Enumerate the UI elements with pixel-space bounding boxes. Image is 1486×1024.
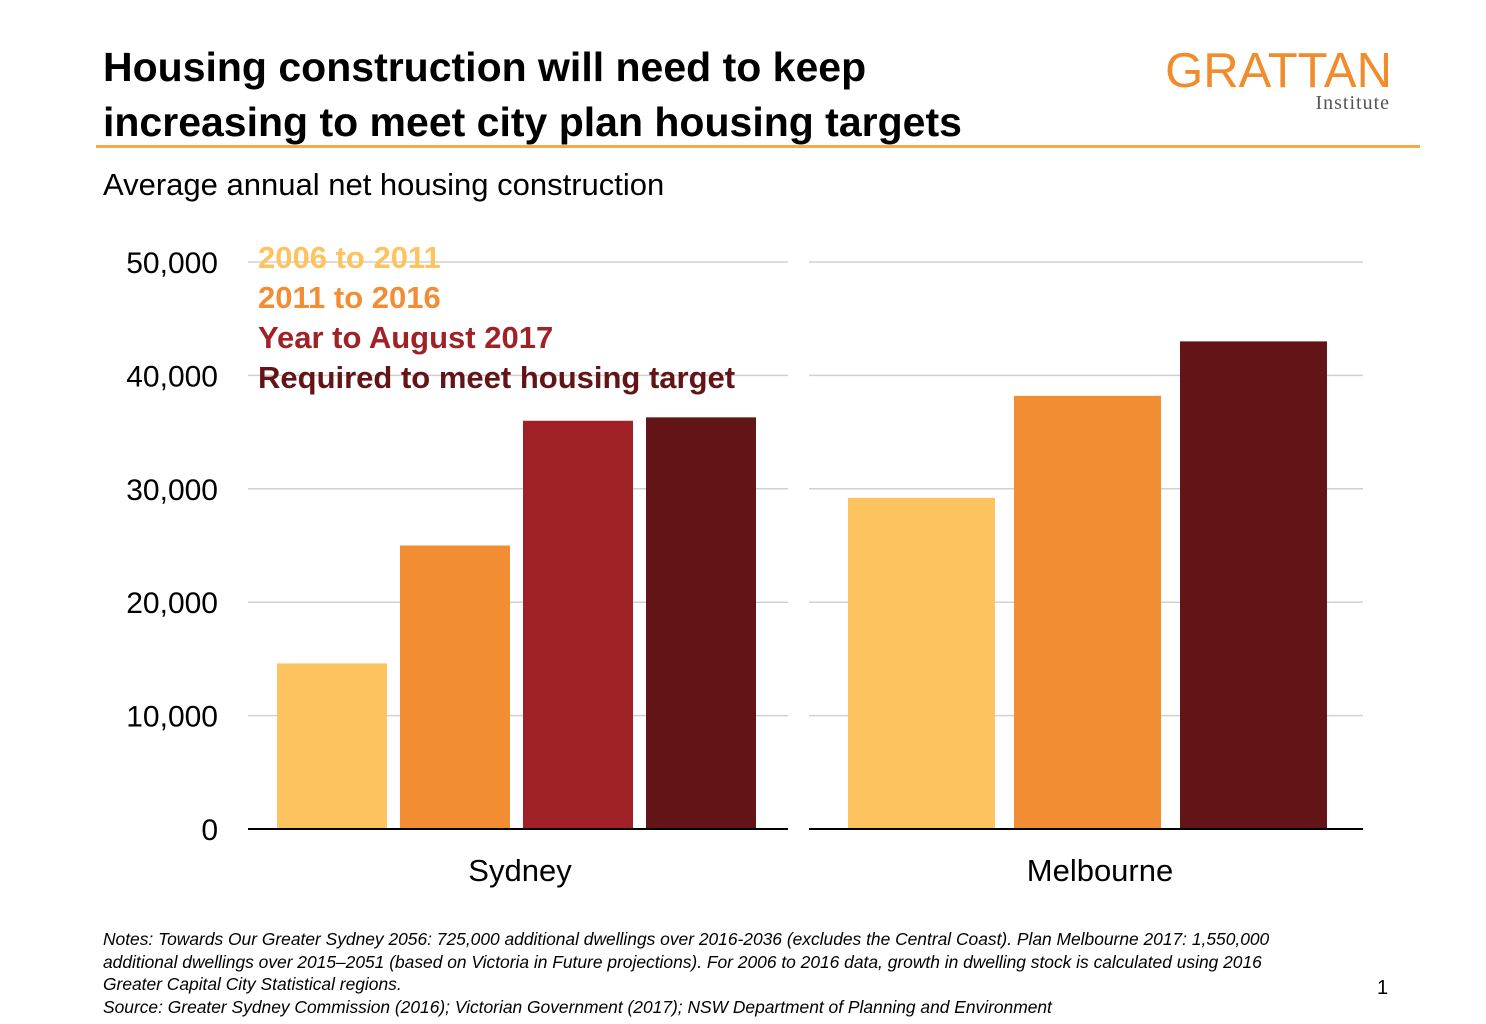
y-axis: 0 10,000 20,000 30,000 40,000 50,000 [126,247,218,847]
bar [277,663,387,829]
chart-title-line-1: Housing construction will need to keep [103,44,867,90]
x-tick-label: Sydney [468,853,572,888]
notes-text: Notes: Towards Our Greater Sydney 2056: … [103,929,1270,994]
chart-title: Housing construction will need to keep i… [103,40,1113,150]
logo-wordmark: GRATTAN [1165,44,1392,98]
legend-entry: Required to meet housing target [258,360,735,395]
chart-subtitle: Average annual net housing construction [103,167,665,202]
y-tick-label: 10,000 [126,701,218,734]
chart-title-line-2: increasing to meet city plan housing tar… [103,99,962,145]
bar [523,420,633,829]
legend-entry: 2006 to 2011 [258,240,441,275]
bars [277,341,1327,829]
x-tick-label: Melbourne [1027,853,1173,888]
bar [1014,395,1161,829]
legend-entry: Year to August 2017 [258,320,553,355]
bar [646,417,756,829]
y-tick-label: 40,000 [126,360,218,393]
grattan-logo: GRATTAN Institute [1152,44,1392,116]
y-tick-label: 0 [201,814,218,847]
bar [848,497,995,829]
notes-block: Notes: Towards Our Greater Sydney 2056: … [103,928,1323,1018]
logo-subtitle: Institute [1315,92,1390,114]
page-number: 1 [1377,977,1389,999]
x-axis: Sydney Melbourne [248,828,1363,888]
bar [400,545,510,829]
title-divider [96,145,1420,148]
bar [1180,341,1327,829]
y-tick-label: 30,000 [126,474,218,507]
legend: 2006 to 2011 2011 to 2016 Year to August 2… [258,240,735,395]
source-text: Source: Greater Sydney Commission (2016)… [103,996,1052,1017]
y-tick-label: 20,000 [126,587,218,620]
legend-entry: 2011 to 2016 [258,280,441,315]
y-tick-label: 50,000 [126,247,218,280]
